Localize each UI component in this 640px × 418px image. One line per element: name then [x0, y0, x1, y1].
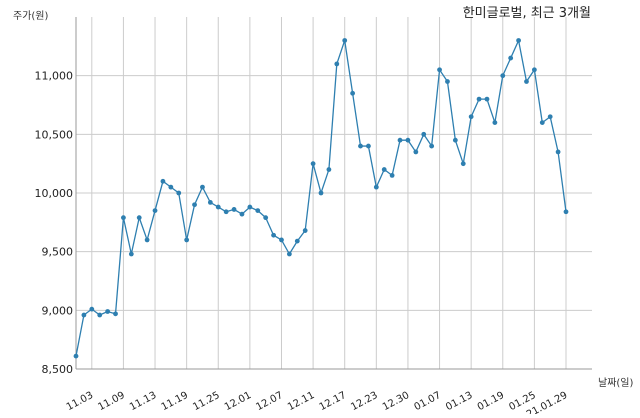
data-point	[334, 61, 340, 67]
data-point	[152, 208, 158, 214]
x-tick-label: 12.01	[223, 390, 253, 413]
data-point	[105, 309, 111, 314]
data-point	[168, 184, 174, 190]
data-point	[113, 311, 118, 317]
data-point	[326, 167, 332, 172]
data-point	[405, 137, 411, 143]
data-point	[144, 237, 150, 243]
data-point	[302, 228, 308, 233]
data-point	[310, 161, 316, 167]
data-point	[128, 251, 134, 257]
data-point	[460, 161, 466, 167]
x-tick-label: 11.25	[191, 390, 221, 413]
data-point	[318, 190, 324, 196]
data-point	[81, 312, 87, 318]
y-tick-label: 9,000	[42, 304, 74, 317]
data-point	[73, 353, 79, 359]
data-point	[500, 73, 506, 79]
data-point	[136, 215, 142, 221]
data-point	[255, 208, 261, 214]
data-point	[445, 79, 450, 84]
data-point	[239, 211, 245, 217]
data-point	[389, 173, 395, 178]
x-tick-label: 11.03	[65, 390, 95, 413]
data-point	[413, 149, 419, 155]
data-point	[160, 178, 166, 184]
y-tick-label: 9,500	[42, 246, 74, 259]
x-tick-label: 12.17	[318, 390, 348, 413]
data-point	[271, 232, 276, 238]
x-axis-unit-label: 날짜(일)	[598, 377, 634, 389]
data-point	[279, 237, 284, 243]
x-tick-label: 01.07	[413, 390, 443, 413]
x-tick-label: 11.13	[128, 390, 158, 413]
data-point	[547, 114, 553, 120]
data-point	[381, 167, 387, 172]
data-point	[97, 312, 103, 318]
data-point	[89, 306, 95, 312]
x-tick-label: 12.30	[381, 390, 411, 413]
data-point	[231, 207, 237, 212]
data-point	[531, 67, 537, 73]
data-point	[437, 67, 442, 73]
data-point	[508, 55, 514, 61]
data-point	[215, 204, 221, 210]
x-tick-label: 11.09	[96, 390, 126, 413]
chart-title: 한미글로벌, 최근 3개월	[463, 6, 591, 21]
series-layer	[73, 38, 569, 359]
data-point	[223, 209, 229, 215]
y-tick-label: 11,000	[35, 70, 74, 83]
data-point	[563, 209, 569, 215]
data-point	[342, 38, 348, 43]
data-point	[476, 96, 482, 102]
data-point	[286, 251, 292, 257]
data-point	[421, 131, 427, 137]
data-point	[366, 143, 371, 149]
x-tick-label: 12.23	[349, 390, 379, 413]
data-point	[539, 120, 545, 125]
data-point	[350, 90, 356, 96]
data-point	[524, 79, 529, 84]
data-point	[247, 204, 253, 210]
data-point	[121, 215, 126, 221]
data-point	[484, 96, 490, 102]
data-point	[452, 137, 458, 143]
y-tick-label: 8,500	[42, 363, 74, 376]
price-series-line	[75, 38, 567, 357]
y-tick-label: 10,000	[35, 187, 74, 200]
data-point	[184, 237, 190, 243]
data-point	[373, 184, 379, 190]
label-layer: 한미글로벌, 최근 3개월 주가(원) 날짜(일)	[13, 6, 634, 389]
data-point	[492, 120, 498, 125]
x-tick-label: 12.07	[254, 390, 284, 413]
data-point	[358, 143, 363, 149]
data-point	[397, 137, 403, 143]
x-tick-label: 11.19	[160, 390, 190, 413]
data-point	[555, 149, 561, 155]
x-tick-label: 01.13	[444, 390, 474, 413]
y-tick-label: 10,500	[35, 128, 74, 141]
data-point	[294, 238, 300, 244]
data-point	[207, 199, 213, 205]
data-point	[516, 38, 521, 43]
data-point	[200, 184, 205, 190]
data-point	[429, 143, 435, 149]
x-tick-label: 12.11	[286, 390, 316, 413]
y-axis-unit-label: 주가(원)	[13, 10, 49, 22]
data-point	[263, 215, 269, 221]
data-point	[192, 202, 197, 208]
x-tick-label: 01.19	[476, 390, 506, 413]
data-point	[176, 190, 182, 196]
grid-layer	[76, 17, 592, 370]
data-point	[468, 114, 474, 120]
